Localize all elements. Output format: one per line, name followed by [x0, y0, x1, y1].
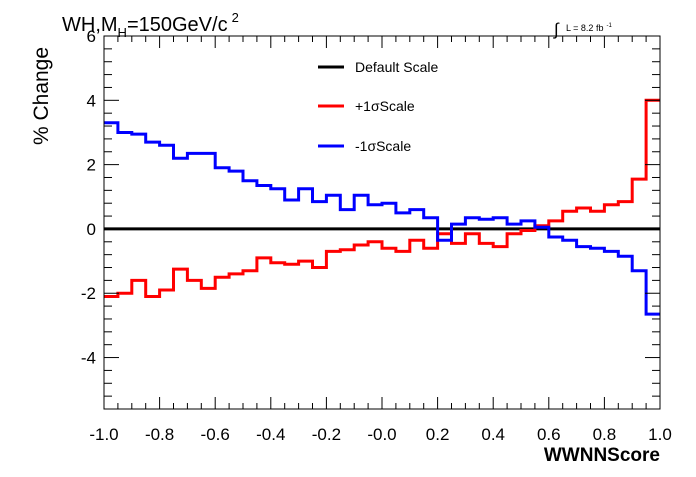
y-tick-label: -4 — [81, 349, 96, 368]
y-tick-label: 0 — [87, 220, 96, 239]
histogram-layer — [104, 98, 660, 316]
chart-title: WH,MH=150GeV/c 2 — [62, 10, 239, 40]
legend: Default Scale +1σScale -1σScale — [318, 59, 438, 154]
lumi-value: L = 8.2 fb — [566, 23, 603, 33]
x-tick-label: 0.4 — [481, 425, 505, 444]
y-tick-label: 4 — [87, 91, 96, 110]
lumi-exp: -1 — [606, 23, 612, 29]
y-tick-label: 2 — [87, 156, 96, 175]
y-tick-label: 6 — [87, 27, 96, 46]
y-tick-label: -2 — [81, 284, 96, 303]
x-tick-label: -0.6 — [201, 425, 230, 444]
series-line-minus1sigma — [104, 121, 660, 316]
legend-entry-plus1sigma: +1σScale — [318, 98, 415, 114]
plot-frame — [103, 35, 661, 410]
x-tick-label: 0.6 — [537, 425, 561, 444]
x-tick-label: 0.8 — [593, 425, 617, 444]
x-tick-label: 0.2 — [426, 425, 450, 444]
x-tick-label: -0.4 — [256, 425, 285, 444]
legend-label-plus1sigma: +1σScale — [355, 98, 415, 114]
x-tick-label: -0.2 — [312, 425, 341, 444]
axis-ticks: -1.0 -0.8 -0.6 -0.4 -0.2 -0.0 0.2 0.4 0.6 0.8 1.0 -… — [81, 27, 672, 444]
lumi-integral: ∫ — [553, 20, 560, 39]
title-part-sup: 2 — [232, 10, 239, 25]
x-tick-label: -1.0 — [89, 425, 118, 444]
x-axis-label: WWNNScore — [544, 445, 660, 466]
y-axis-label: % Change — [30, 47, 53, 145]
title-part-sub: H — [118, 25, 127, 40]
series-line-plus1sigma — [104, 98, 660, 298]
legend-entry-default: Default Scale — [318, 59, 438, 75]
lumi-label: L = 8.2 fb -1 — [566, 23, 612, 33]
legend-entry-minus1sigma: -1σScale — [318, 138, 411, 154]
legend-label-default: Default Scale — [355, 59, 438, 75]
title-part-main: WH,M — [62, 14, 118, 36]
title-part-rest: =150GeV/c — [127, 14, 228, 36]
x-tick-label: -0.8 — [145, 425, 174, 444]
legend-label-minus1sigma: -1σScale — [355, 138, 411, 154]
x-tick-label: -0.0 — [367, 425, 396, 444]
x-tick-label: 1.0 — [648, 425, 672, 444]
